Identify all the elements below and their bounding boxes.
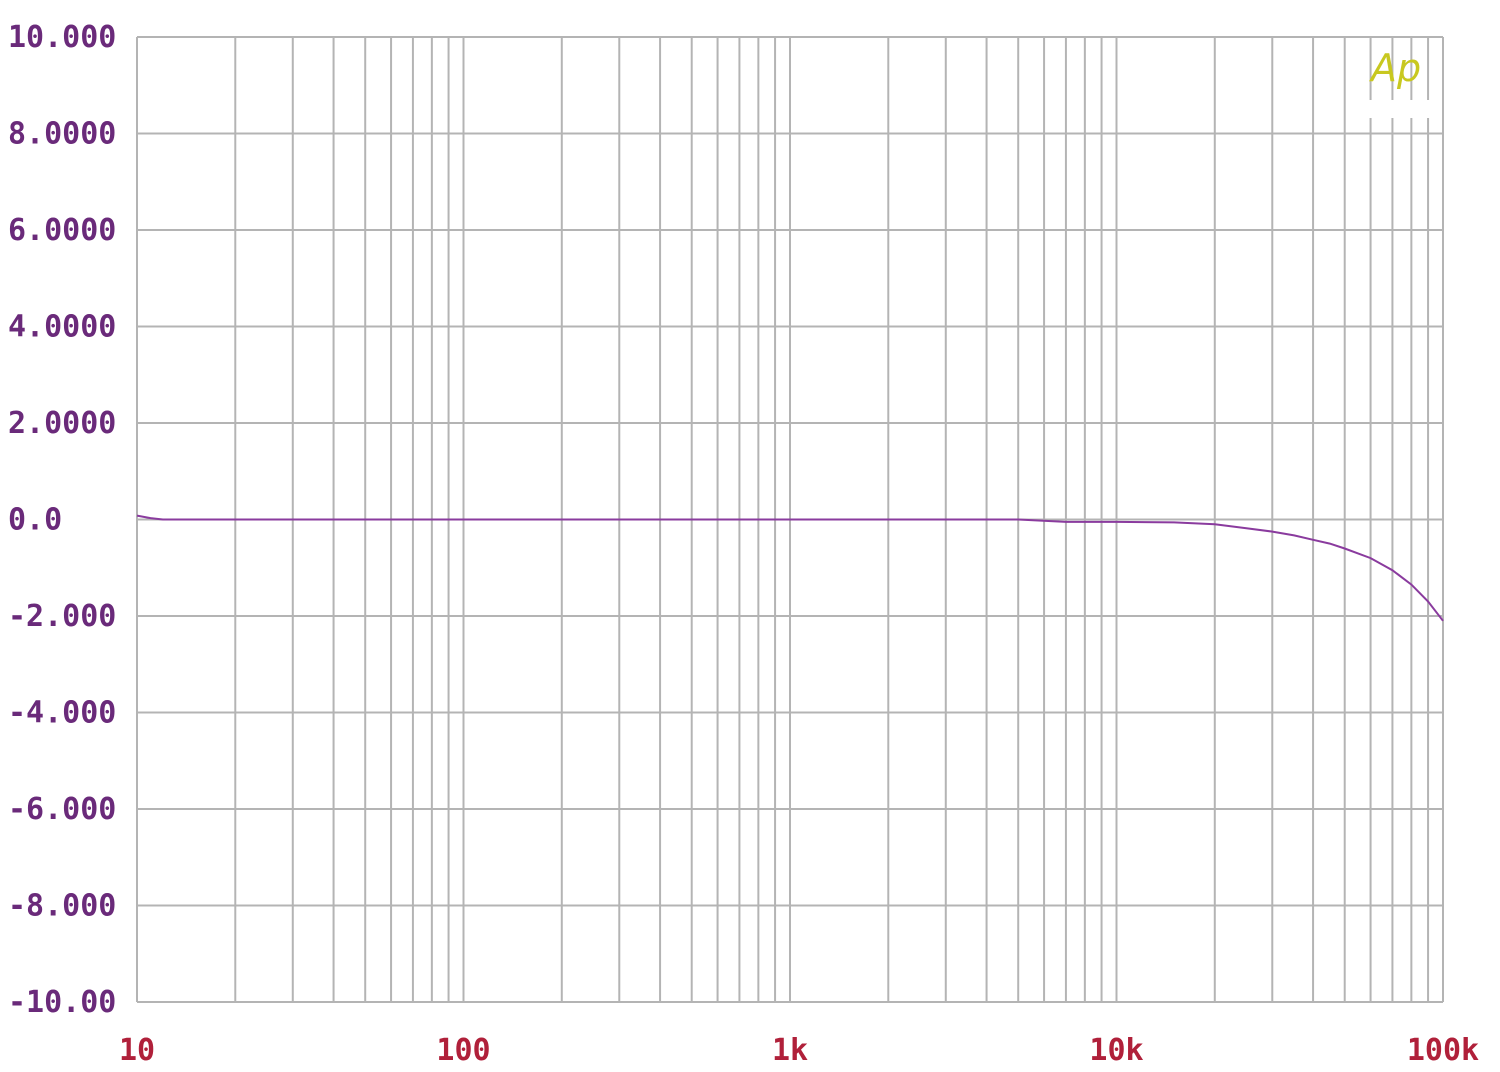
y-tick-label: 0.0	[8, 503, 62, 538]
y-tick-label: 6.0000	[8, 213, 116, 248]
ap-logo-text: Ap	[1368, 46, 1421, 90]
series-line	[136, 514, 1444, 622]
y-tick-label: -6.000	[8, 792, 116, 827]
x-tick-label: 10k	[1089, 1033, 1143, 1068]
y-tick-label: -4.000	[8, 696, 116, 731]
y-tick-label: -2.000	[8, 599, 116, 634]
x-tick-label: 10	[119, 1033, 155, 1068]
logo-tick-marks	[1369, 100, 1430, 118]
y-tick-label: 2.0000	[8, 406, 116, 441]
y-tick-label: 10.000	[8, 20, 116, 55]
series-layer	[136, 514, 1444, 622]
ap-logo: Ap	[1368, 46, 1430, 118]
y-tick-label: 8.0000	[8, 117, 116, 152]
x-tick-label: 100k	[1407, 1033, 1479, 1068]
y-tick-label: -8.000	[8, 889, 116, 924]
x-tick-label: 1k	[772, 1033, 808, 1068]
x-tick-label: 100	[436, 1033, 490, 1068]
x-axis-tick-labels: 10 100 1k 10k 100k	[119, 1033, 1479, 1068]
y-tick-label: -10.00	[8, 985, 116, 1020]
y-tick-label: 4.0000	[8, 310, 116, 345]
y-axis-tick-labels: 10.000 8.0000 6.0000 4.0000 2.0000 0.0 -2.000 -…	[8, 20, 116, 1020]
